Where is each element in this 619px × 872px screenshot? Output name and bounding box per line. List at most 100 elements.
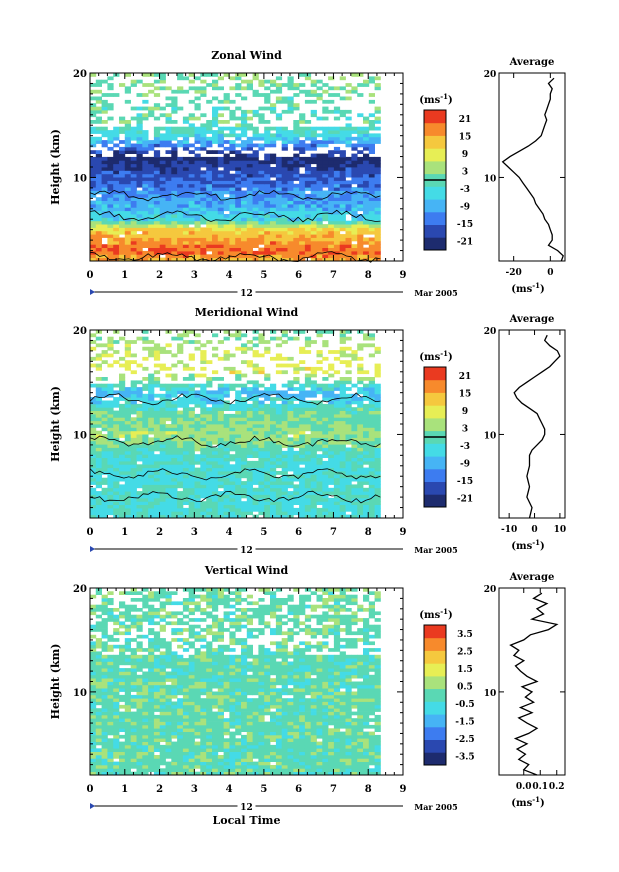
heatmap-cell xyxy=(310,220,317,225)
heatmap-cell xyxy=(316,254,323,259)
heatmap-cell xyxy=(339,497,346,502)
heatmap-cell xyxy=(194,240,201,245)
heatmap-cell xyxy=(101,190,108,195)
heatmap-cell xyxy=(217,403,224,408)
heatmap-cell xyxy=(235,203,242,208)
heatmap-cell xyxy=(351,207,358,212)
heatmap-cell xyxy=(182,397,190,401)
heatmap-cell xyxy=(363,160,370,165)
heatmap-cell xyxy=(357,484,364,489)
heatmap-cell xyxy=(264,427,271,432)
heatmap-cell xyxy=(136,758,143,762)
heatmap-cell xyxy=(113,126,120,131)
heatmap-cell xyxy=(142,417,149,422)
heatmap-cell xyxy=(113,383,120,388)
heatmap-cell xyxy=(304,444,312,448)
colorbar-tick-label: 15 xyxy=(459,389,472,399)
heatmap-cell xyxy=(113,765,120,769)
heatmap-cell xyxy=(299,771,306,776)
heatmap-cell xyxy=(316,203,323,208)
heatmap-cell xyxy=(90,471,97,475)
heatmap-cell xyxy=(368,491,375,495)
heatmap-cell xyxy=(241,116,248,121)
heatmap-cell xyxy=(148,83,155,87)
x-tick-label: 5 xyxy=(260,270,267,281)
heatmap-cell xyxy=(351,437,358,442)
heatmap-cell xyxy=(270,336,277,341)
heatmap-cell xyxy=(339,183,346,188)
profile-x-tick-label: -20 xyxy=(506,268,522,278)
heatmap-cell xyxy=(374,387,381,391)
heatmap-cell xyxy=(171,471,178,475)
heatmap-cell xyxy=(281,203,288,208)
heatmap-cell xyxy=(113,477,120,482)
heatmap-cell xyxy=(299,177,306,181)
heatmap-cell xyxy=(275,407,283,411)
heatmap-cell xyxy=(310,160,317,165)
heatmap-cell xyxy=(119,467,126,472)
heatmap-cell xyxy=(119,160,126,165)
heatmap-cell xyxy=(235,450,242,455)
heatmap-cell xyxy=(229,234,236,238)
heatmap-cell xyxy=(270,224,277,228)
x-tick-label: 0 xyxy=(87,270,94,281)
heatmap-cell xyxy=(101,761,108,766)
heatmap-cell xyxy=(281,444,288,448)
heatmap-cell xyxy=(107,494,114,499)
heatmap-cell xyxy=(351,230,358,235)
heatmap-cell xyxy=(310,99,317,104)
heatmap-cell xyxy=(177,467,184,472)
heatmap-cell xyxy=(130,133,137,138)
heatmap-cell xyxy=(206,167,213,171)
heatmap-cell xyxy=(229,424,236,428)
heatmap-cell xyxy=(252,330,259,334)
heatmap-cell xyxy=(124,363,131,368)
heatmap-cell xyxy=(223,73,230,77)
heatmap-cell xyxy=(258,340,265,344)
heatmap-cell xyxy=(246,487,253,492)
heatmap-cell xyxy=(153,346,161,351)
heatmap-cell xyxy=(293,370,300,375)
heatmap-cell xyxy=(281,768,288,772)
heatmap-cell xyxy=(258,481,265,485)
heatmap-cell xyxy=(357,434,364,438)
heatmap-cell xyxy=(136,511,143,516)
heatmap-cell xyxy=(328,491,335,495)
heatmap-cell xyxy=(322,434,329,438)
heatmap-cell xyxy=(177,89,184,94)
heatmap-cell xyxy=(113,200,120,205)
heatmap-cell xyxy=(200,214,207,218)
heatmap-cell xyxy=(264,160,271,165)
heatmap-cell xyxy=(113,220,120,225)
heatmap-cell xyxy=(136,156,143,161)
heatmap-cell xyxy=(368,123,375,128)
heatmap-cell xyxy=(310,366,317,371)
heatmap-cell xyxy=(368,494,375,499)
heatmap-cell xyxy=(171,751,178,756)
heatmap-cell xyxy=(101,247,108,252)
heatmap-cell xyxy=(333,751,341,756)
heatmap-cell xyxy=(368,413,375,418)
heatmap-cell xyxy=(322,234,329,238)
date-month-label: Mar 2005 xyxy=(414,545,457,555)
heatmap-cell xyxy=(235,507,242,512)
heatmap-cell xyxy=(293,471,300,475)
heatmap-cell xyxy=(322,758,329,762)
heatmap-cell xyxy=(368,200,375,205)
heatmap-cell xyxy=(136,751,143,756)
heatmap-cell xyxy=(212,96,219,101)
heatmap-cell xyxy=(328,400,335,405)
heatmap-cell xyxy=(206,180,213,185)
heatmap-cell xyxy=(241,444,248,448)
heatmap-cell xyxy=(136,224,143,228)
y-axis-label: Height (km) xyxy=(49,386,62,462)
heatmap-cell xyxy=(142,491,149,495)
heatmap-cell xyxy=(345,477,352,482)
heatmap-cell xyxy=(351,397,358,401)
heatmap-cell xyxy=(275,497,283,502)
heatmap-cell xyxy=(339,340,346,344)
heatmap-cell xyxy=(241,387,248,391)
heatmap-cell xyxy=(212,150,219,154)
heatmap-cell xyxy=(275,187,283,191)
heatmap-cell xyxy=(322,330,329,334)
